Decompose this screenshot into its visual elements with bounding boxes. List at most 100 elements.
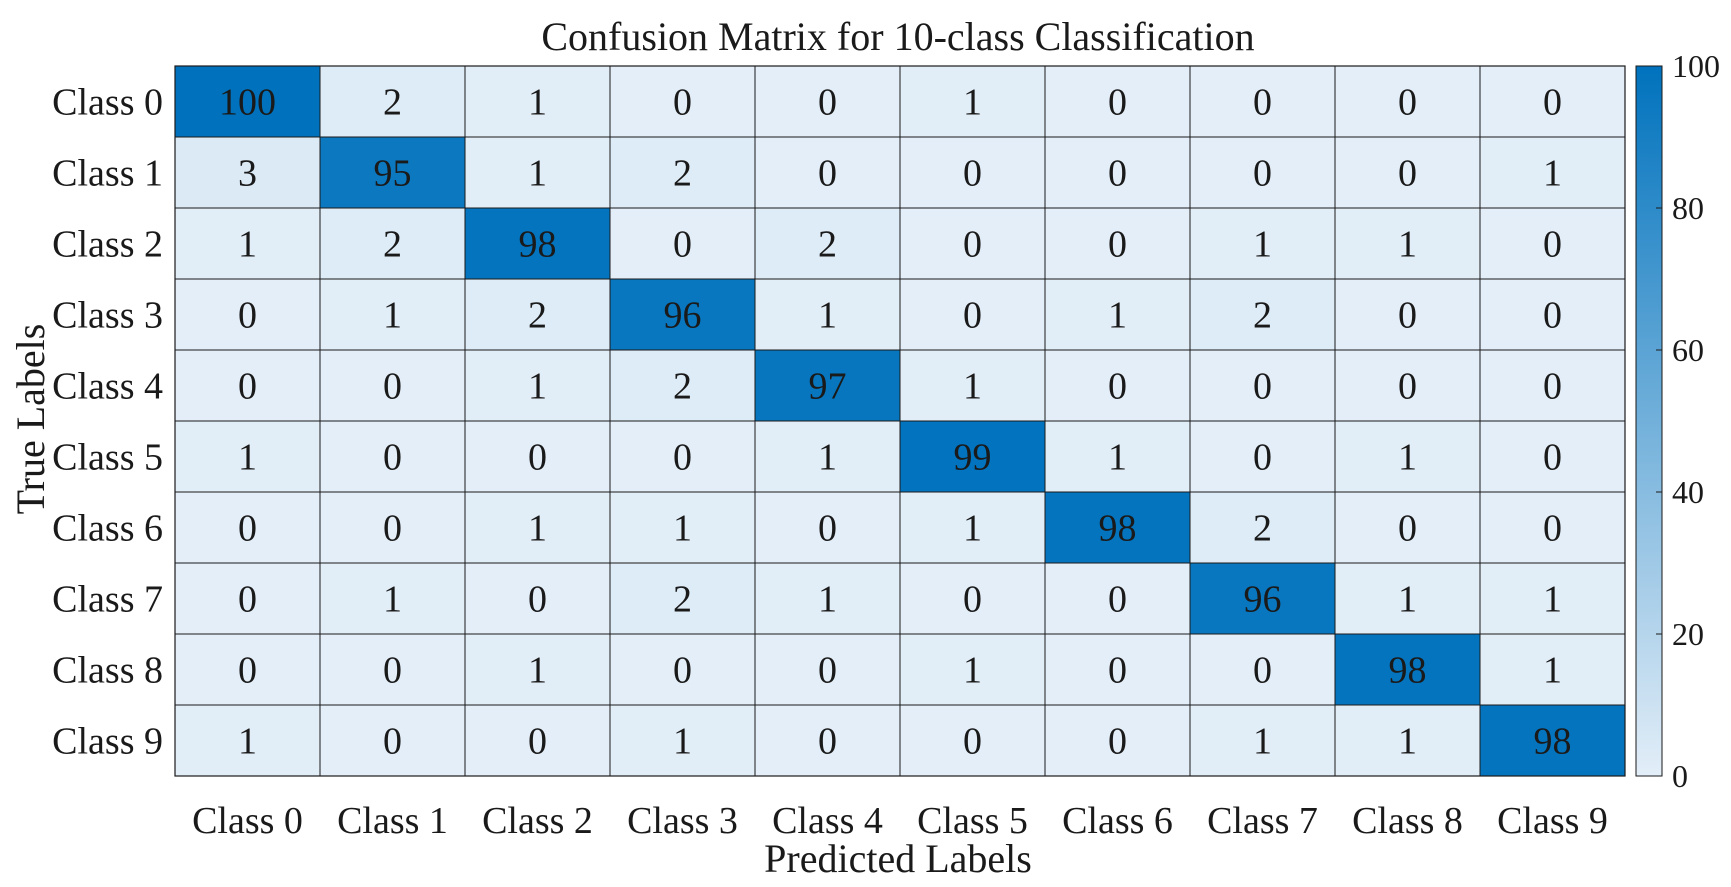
- cell-value-label: 1: [963, 366, 982, 408]
- heatmap-cell: [1334, 136, 1481, 209]
- heatmap-cell: [609, 420, 756, 493]
- x-tick-label: Class 4: [772, 800, 883, 842]
- heatmap-cell: [609, 491, 756, 564]
- heatmap-cell: [319, 136, 466, 209]
- y-tick-label: Class 3: [52, 295, 163, 337]
- cell-value-label: 1: [1253, 721, 1272, 763]
- cell-value-label: 1: [1108, 437, 1127, 479]
- cell-value-label: 1: [1543, 579, 1562, 621]
- x-tick-label: Class 7: [1207, 800, 1318, 842]
- heatmap-cell: [1044, 562, 1191, 635]
- heatmap-cell: [319, 207, 466, 280]
- cell-value-label: 0: [673, 437, 692, 479]
- heatmap-cell: [754, 562, 901, 635]
- cell-value-label: 2: [1253, 295, 1272, 337]
- y-tick-label: Class 1: [52, 153, 163, 195]
- cell-value-label: 0: [1543, 437, 1562, 479]
- cell-value-label: 0: [1108, 721, 1127, 763]
- heatmap-cell: [754, 349, 901, 422]
- cell-value-label: 1: [1543, 153, 1562, 195]
- cell-value-label: 1: [528, 366, 547, 408]
- cell-value-label: 98: [1534, 721, 1572, 763]
- heatmap-cell: [1334, 420, 1481, 493]
- heatmap-cell: [1044, 136, 1191, 209]
- heatmap-cell: [319, 65, 466, 138]
- cell-value-label: 1: [528, 153, 547, 195]
- cell-value-label: 0: [383, 437, 402, 479]
- x-tick-label: Class 5: [917, 800, 1028, 842]
- colorbar-tick-label: 100: [1672, 48, 1720, 84]
- heatmap-cell: [1334, 349, 1481, 422]
- heatmap-cell: [174, 704, 321, 777]
- cell-value-label: 1: [818, 437, 837, 479]
- cell-value-label: 1: [818, 579, 837, 621]
- heatmap-cell: [1189, 491, 1336, 564]
- cell-value-label: 0: [1108, 153, 1127, 195]
- cell-value-label: 1: [383, 295, 402, 337]
- heatmap-cell: [1044, 633, 1191, 706]
- heatmap-cell: [1044, 278, 1191, 351]
- cell-value-label: 1: [1398, 224, 1417, 266]
- cell-value-label: 0: [963, 579, 982, 621]
- cell-value-label: 99: [954, 437, 992, 479]
- colorbar-tick-label: 40: [1672, 474, 1704, 510]
- heatmap-cell: [1334, 562, 1481, 635]
- cell-value-label: 0: [383, 366, 402, 408]
- cell-value-label: 0: [238, 508, 257, 550]
- cell-value-label: 0: [1543, 82, 1562, 124]
- colorbar-tick-label: 60: [1672, 332, 1704, 368]
- heatmap-cell: [1189, 349, 1336, 422]
- cell-value-label: 98: [1389, 650, 1427, 692]
- y-tick-label: Class 2: [52, 224, 163, 266]
- heatmap-cell: [1189, 136, 1336, 209]
- heatmap-cell: [1479, 349, 1626, 422]
- cell-value-label: 1: [818, 295, 837, 337]
- heatmap-cell: [319, 349, 466, 422]
- heatmap-cell: [1189, 633, 1336, 706]
- heatmap-cell: [1044, 491, 1191, 564]
- cell-value-label: 0: [1398, 295, 1417, 337]
- cell-value-label: 1: [1398, 721, 1417, 763]
- cell-value-label: 0: [383, 721, 402, 763]
- heatmap-cell: [1044, 207, 1191, 280]
- cell-value-label: 0: [1543, 508, 1562, 550]
- cell-value-label: 0: [818, 721, 837, 763]
- cell-value-label: 2: [528, 295, 547, 337]
- cell-value-label: 0: [1253, 650, 1272, 692]
- heatmap-cell: [754, 704, 901, 777]
- cell-value-label: 1: [1543, 650, 1562, 692]
- x-tick-label: Class 9: [1497, 800, 1608, 842]
- cell-value-label: 0: [1108, 650, 1127, 692]
- y-tick-label: Class 8: [52, 650, 163, 692]
- cell-value-label: 0: [238, 366, 257, 408]
- heatmap-cell: [174, 278, 321, 351]
- cell-value-label: 2: [673, 579, 692, 621]
- colorbar-tick-label: 0: [1672, 758, 1688, 794]
- heatmap-cell: [899, 491, 1046, 564]
- y-tick-label: Class 7: [52, 579, 163, 621]
- heatmap-cell: [899, 136, 1046, 209]
- cell-value-label: 0: [1108, 82, 1127, 124]
- x-tick-label: Class 3: [627, 800, 738, 842]
- heatmap-cell: [464, 207, 611, 280]
- cell-value-label: 0: [1253, 366, 1272, 408]
- heatmap-cell: [319, 562, 466, 635]
- cell-value-label: 0: [818, 82, 837, 124]
- heatmap-cell: [464, 633, 611, 706]
- x-tick-label: Class 8: [1352, 800, 1463, 842]
- cell-value-label: 0: [818, 153, 837, 195]
- cell-value-label: 0: [1108, 224, 1127, 266]
- cell-value-label: 2: [673, 366, 692, 408]
- heatmap-cell: [1334, 278, 1481, 351]
- heatmap-cell: [1479, 65, 1626, 138]
- cell-value-label: 0: [963, 224, 982, 266]
- x-tick-label: Class 1: [337, 800, 448, 842]
- cell-value-label: 0: [1398, 82, 1417, 124]
- cell-value-label: 0: [383, 650, 402, 692]
- colorbar-gradient: [1635, 65, 1663, 777]
- heatmap-cell: [899, 704, 1046, 777]
- cell-value-label: 1: [963, 508, 982, 550]
- cell-value-label: 0: [673, 650, 692, 692]
- heatmap-cell: [899, 420, 1046, 493]
